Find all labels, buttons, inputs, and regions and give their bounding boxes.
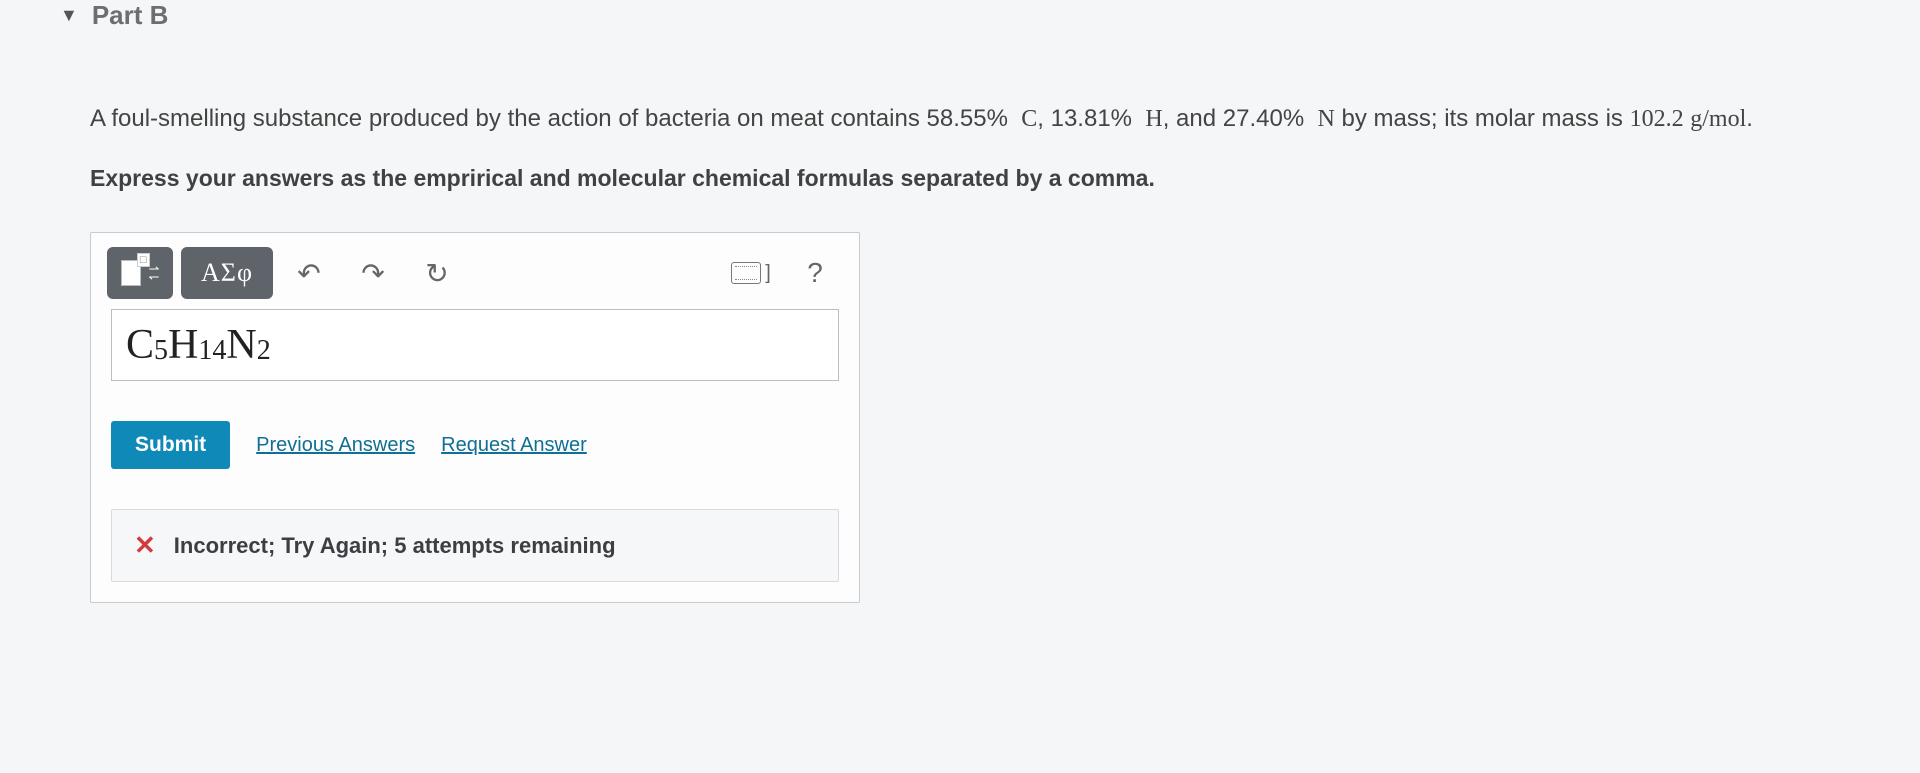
ans-c: C <box>126 321 154 369</box>
sym-n: N <box>1318 106 1335 132</box>
instruction-text: Express your answers as the emprirical a… <box>90 165 1860 192</box>
redo-button[interactable]: ↷ <box>345 247 401 299</box>
template-icon: □ ⇀↽ <box>121 260 160 286</box>
feedback-text: Incorrect; Try Again; 5 attempts remaini… <box>174 533 616 559</box>
question-tail: by mass; its molar mass is <box>1342 105 1630 132</box>
molar-unit: g/mol <box>1690 106 1746 132</box>
pct-h: 13.81 <box>1051 105 1111 132</box>
part-header: ▼ Part B <box>60 0 1860 31</box>
pct-c: 58.55 <box>927 105 987 132</box>
question-intro: A foul-smelling substance produced by th… <box>90 105 927 132</box>
reset-icon: ↻ <box>425 257 448 290</box>
templates-button[interactable]: □ ⇀↽ <box>107 247 173 299</box>
previous-answers-link[interactable]: Previous Answers <box>256 434 415 457</box>
ans-h: H <box>168 321 198 369</box>
part-title: Part B <box>92 0 169 31</box>
submit-button[interactable]: Submit <box>111 421 230 469</box>
ans-n-sub: 2 <box>257 335 271 367</box>
keyboard-icon: ] <box>731 262 771 285</box>
feedback-box: ✕ Incorrect; Try Again; 5 attempts remai… <box>111 509 839 582</box>
help-button[interactable]: ? <box>787 247 843 299</box>
ans-n: N <box>226 321 256 369</box>
question-text: A foul-smelling substance produced by th… <box>90 101 1860 137</box>
action-row: Submit Previous Answers Request Answer <box>91 403 859 489</box>
greek-symbols-button[interactable]: ΑΣφ <box>181 247 273 299</box>
pct-n: 27.40 <box>1223 105 1283 132</box>
question-block: A foul-smelling substance produced by th… <box>90 101 1860 192</box>
redo-icon: ↷ <box>361 257 384 290</box>
ans-h-sub: 14 <box>198 335 226 367</box>
sym-c: C <box>1021 106 1037 132</box>
help-icon: ? <box>807 257 823 289</box>
incorrect-icon: ✕ <box>134 530 156 561</box>
answer-panel: □ ⇀↽ ΑΣφ ↶ ↷ ↻ ] ? <box>90 232 860 603</box>
period: . <box>1746 105 1753 132</box>
undo-icon: ↶ <box>297 257 320 290</box>
kbd-bracket: ] <box>765 262 771 285</box>
keyboard-shortcuts-button[interactable]: ] <box>723 247 779 299</box>
molar-mass: 102.2 <box>1630 106 1684 132</box>
answer-input-wrap: C5 H14 N2 <box>91 309 859 403</box>
sym-h: H <box>1145 106 1162 132</box>
reset-button[interactable]: ↻ <box>409 247 465 299</box>
formula-input[interactable]: C5 H14 N2 <box>111 309 839 381</box>
equation-toolbar: □ ⇀↽ ΑΣφ ↶ ↷ ↻ ] ? <box>91 233 859 309</box>
undo-button[interactable]: ↶ <box>281 247 337 299</box>
ans-c-sub: 5 <box>154 335 168 367</box>
request-answer-link[interactable]: Request Answer <box>441 434 587 457</box>
collapse-caret-icon[interactable]: ▼ <box>60 5 78 26</box>
